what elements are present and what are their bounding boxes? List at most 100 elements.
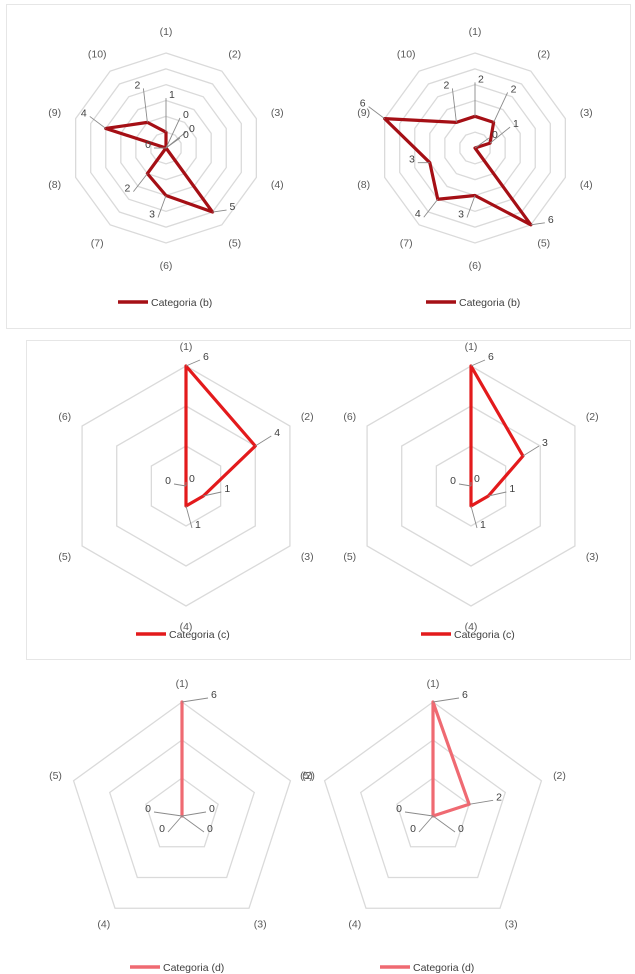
category-label: (4)	[580, 179, 593, 191]
data-label: 1	[169, 89, 175, 101]
data-label: 0	[145, 139, 151, 151]
leader-line	[489, 126, 511, 144]
category-label: (3)	[580, 107, 593, 119]
data-label: 2	[125, 183, 131, 195]
legend-label: Categoria (b)	[459, 297, 520, 309]
leader-line	[165, 117, 181, 149]
category-label: (7)	[91, 238, 104, 250]
leader-line	[530, 222, 545, 226]
leader-line	[157, 195, 167, 218]
leader-line	[142, 88, 148, 123]
category-label: (4)	[97, 919, 110, 931]
category-label: (2)	[553, 770, 566, 782]
category-label: (5)	[228, 238, 241, 250]
leader-line	[493, 92, 509, 123]
category-label: (1)	[469, 26, 482, 38]
series-line	[431, 700, 471, 818]
leader-line	[173, 483, 187, 487]
data-label: 0	[165, 475, 171, 487]
data-label: 3	[409, 154, 415, 166]
category-label: (2)	[586, 411, 599, 423]
leader-line	[212, 209, 227, 213]
leader-line	[474, 137, 490, 149]
data-label: 0	[183, 109, 189, 121]
grid-ring	[108, 739, 256, 879]
radar-svg: (1) (2) (3) (4) (5) (6) 6 4 1 1 0 0 Categoria (c)	[58, 341, 314, 641]
grid-ring	[459, 131, 491, 165]
grid-ring	[414, 83, 536, 213]
category-label: (3)	[301, 551, 314, 563]
category-label: (5)	[49, 770, 62, 782]
category-label: (6)	[469, 260, 482, 272]
legend-label: Categoria (d)	[163, 962, 224, 974]
category-label: (4)	[348, 919, 361, 931]
grid-ring	[90, 68, 242, 228]
leader-line	[432, 697, 460, 703]
series-line	[184, 364, 257, 508]
leader-line	[368, 106, 385, 120]
data-label: 1	[195, 519, 201, 531]
data-label: 0	[189, 123, 195, 135]
leader-line	[181, 811, 207, 817]
top-charts-frame	[6, 4, 631, 329]
leader-line	[133, 173, 148, 192]
category-label: (2)	[302, 770, 315, 782]
category-label: (5)	[537, 238, 550, 250]
category-label: (9)	[357, 107, 370, 119]
leader-line	[522, 445, 540, 457]
data-label: 0	[209, 803, 215, 815]
data-label: 4	[274, 427, 280, 439]
category-label: (6)	[160, 260, 173, 272]
data-label: 1	[513, 118, 519, 130]
radar-svg: (1)(2)(3)(4)(5)(6)(7)(8)(9)(10)100053204…	[48, 26, 283, 309]
grid-ring	[72, 701, 292, 909]
grid-ring	[105, 83, 227, 213]
grid-ring	[383, 52, 567, 244]
radar-chart-1: (1) (2) (3) (4) (5) (6) (7) (8) (9) (10) 1 0 0 0 5 3 2 0 4…	[0, 0, 318, 330]
grid-ring	[150, 445, 222, 527]
category-label: (3)	[254, 919, 267, 931]
leader-line	[451, 88, 457, 123]
leader-line	[167, 815, 183, 833]
leader-line	[470, 505, 478, 529]
legend-label: Categoria (b)	[151, 297, 212, 309]
data-label: 2	[511, 83, 517, 95]
category-label: (10)	[397, 48, 416, 60]
grid-ring	[323, 701, 543, 909]
category-label: (4)	[180, 621, 193, 633]
category-label: (2)	[301, 411, 314, 423]
data-label: 0	[458, 823, 464, 835]
data-label: 6	[211, 689, 217, 701]
data-label: 1	[480, 519, 486, 531]
leader-line	[185, 359, 201, 367]
category-label: (1)	[160, 26, 173, 38]
data-label: 3	[542, 437, 548, 449]
data-label: 4	[415, 208, 421, 220]
radar-chart-2: (1) (2) (3) (4) (5) (6) (7) (8) (9) (10) 2 2 1 0 6 3 4 3 6…	[318, 0, 635, 330]
category-label: (1)	[465, 341, 478, 353]
data-label: 6	[360, 98, 366, 110]
series-line	[469, 364, 525, 508]
grid-ring	[359, 739, 507, 879]
data-label: 3	[149, 209, 155, 221]
radar-svg: (1) (2) (3) (4) (5) (6) (7) (8) (9) (10) 2 2 1 0 6 3 4 3 6…	[357, 26, 593, 309]
radar-svg: (1) (2) (3) (4) (5) (6) 6 3 1 1 0 0 Categoria (c)	[343, 341, 599, 641]
leader-line	[432, 815, 456, 833]
leader-line	[470, 359, 486, 367]
grid-ring	[444, 115, 506, 181]
category-label: (1)	[427, 678, 440, 690]
radar-chart-4: (1) (2) (3) (4) (5) (6) 6 3 1 1 0 0 Categoria (c)	[331, 340, 631, 660]
leader-line	[469, 799, 494, 805]
category-label: (5)	[58, 551, 71, 563]
data-label: 5	[230, 201, 236, 213]
leader-line	[203, 491, 222, 497]
leader-line	[418, 815, 434, 833]
grid-ring	[145, 777, 219, 848]
grid-ring	[150, 131, 182, 165]
data-label: 0	[492, 129, 498, 141]
category-label: (3)	[505, 919, 518, 931]
category-label: (5)	[300, 770, 313, 782]
grid-ring	[396, 777, 470, 848]
leader-line	[153, 811, 183, 817]
